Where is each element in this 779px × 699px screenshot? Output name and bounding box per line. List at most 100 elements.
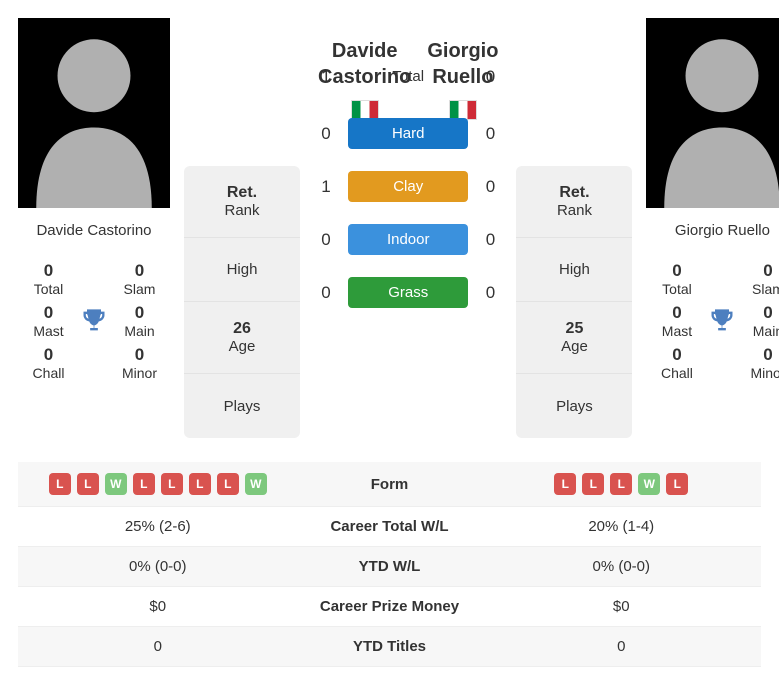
ytd-wl-p2: 0% (0-0) [490, 558, 754, 575]
p1-high-label: High [188, 261, 296, 278]
form-badge: L [610, 473, 632, 495]
p2-age-label: Age [520, 338, 628, 355]
ytd-titles-label: YTD Titles [290, 638, 490, 655]
form-badge: L [189, 473, 211, 495]
player1-form: LLWLLLLW [26, 473, 290, 495]
form-badge: L [49, 473, 71, 495]
h2h-grass-p2: 0 [478, 283, 502, 303]
p2-main-lab: Main [741, 323, 779, 339]
stats-table: LLWLLLLW Form LLLWL 25% (2-6) Career Tot… [18, 462, 761, 667]
p1-first: Davide [332, 40, 398, 62]
player2-rank-column: Ret.Rank High 25Age Plays [516, 18, 632, 438]
p2-high-label: High [520, 261, 628, 278]
form-badge: L [554, 473, 576, 495]
p1-main-val: 0 [113, 303, 166, 323]
p1-age-val: 26 [188, 320, 296, 338]
p2-slam-val: 0 [741, 261, 779, 281]
trophy-icon [708, 307, 736, 335]
flag-italy-icon [449, 100, 477, 120]
h2h-clay-p1: 1 [314, 177, 338, 197]
stats-form-label: Form [290, 476, 490, 493]
trophy-icon [80, 307, 108, 335]
form-badge: L [666, 473, 688, 495]
silhouette-icon [646, 18, 779, 208]
p2-total-val: 0 [650, 261, 703, 281]
form-badge: L [161, 473, 183, 495]
p1-rank-status: Ret. [188, 184, 296, 202]
players-top-grid: Davide Castorino 0Total 0Slam 0Mast 0Mai… [18, 18, 761, 438]
p2-plays-label: Plays [520, 398, 628, 415]
player2-card: Giorgio Ruello 0Total 0Slam 0Mast 0Main … [646, 18, 779, 381]
form-badge: L [77, 473, 99, 495]
p2-minor-lab: Minor [741, 365, 779, 381]
h2h-grass-label[interactable]: Grass [348, 277, 468, 308]
h2h-indoor-p2: 0 [478, 230, 502, 250]
ytd-titles-p1: 0 [26, 638, 290, 655]
h2h-indoor-p1: 0 [314, 230, 338, 250]
player1-photo [18, 18, 170, 208]
h2h-clay-label[interactable]: Clay [348, 171, 468, 202]
p2-chall-val: 0 [650, 345, 703, 365]
h2h-indoor-label[interactable]: Indoor [348, 224, 468, 255]
player1-name-under-photo: Davide Castorino [18, 208, 170, 253]
player1-titles: 0Total 0Slam 0Mast 0Main 0Chall 0Minor [18, 253, 170, 381]
p1-minor-lab: Minor [113, 365, 166, 381]
silhouette-icon [18, 18, 170, 208]
p2-rank-status: Ret. [520, 184, 628, 202]
player2-titles: 0Total 0Slam 0Mast 0Main 0Chall 0Minor [646, 253, 779, 381]
ytd-titles-p2: 0 [490, 638, 754, 655]
h2h-grass-p1: 0 [314, 283, 338, 303]
form-badge: W [105, 473, 127, 495]
flag-italy-icon [351, 100, 379, 120]
career-wl-label: Career Total W/L [290, 518, 490, 535]
h2h-hard-p2: 0 [478, 124, 502, 144]
player2-name-under-photo: Giorgio Ruello [646, 208, 779, 253]
ytd-wl-p1: 0% (0-0) [26, 558, 290, 575]
h2h-hard-p1: 0 [314, 124, 338, 144]
p1-total-val: 0 [22, 261, 75, 281]
p1-mast-lab: Mast [22, 323, 75, 339]
h2h-clay-p2: 0 [478, 177, 502, 197]
p1-chall-lab: Chall [22, 365, 75, 381]
p2-mast-lab: Mast [650, 323, 703, 339]
player1-rank-column: Ret.Rank High 26Age Plays [184, 18, 300, 438]
form-badge: L [133, 473, 155, 495]
ytd-wl-label: YTD W/L [290, 558, 490, 575]
p2-chall-lab: Chall [650, 365, 703, 381]
p1-minor-val: 0 [113, 345, 166, 365]
p2-total-lab: Total [650, 281, 703, 297]
h2h-total-p2: 0 [478, 67, 502, 87]
p1-slam-lab: Slam [113, 281, 166, 297]
player1-card: Davide Castorino 0Total 0Slam 0Mast 0Mai… [18, 18, 170, 381]
h2h-hard-label[interactable]: Hard [348, 118, 468, 149]
prize-label: Career Prize Money [290, 598, 490, 615]
p1-main-lab: Main [113, 323, 166, 339]
p2-slam-lab: Slam [741, 281, 779, 297]
p1-rank-label: Rank [188, 202, 296, 219]
form-badge: L [217, 473, 239, 495]
p2-minor-val: 0 [741, 345, 779, 365]
p2-age-val: 25 [520, 320, 628, 338]
h2h-total-label: Total [348, 61, 468, 92]
career-wl-p1: 25% (2-6) [26, 518, 290, 535]
prize-p2: $0 [490, 598, 754, 615]
p1-age-label: Age [188, 338, 296, 355]
form-badge: L [582, 473, 604, 495]
player2-form: LLLWL [490, 473, 754, 495]
form-badge: W [245, 473, 267, 495]
h2h-total-p1: 1 [314, 67, 338, 87]
p2-main-val: 0 [741, 303, 779, 323]
p1-plays-label: Plays [188, 398, 296, 415]
p2-rank-label: Rank [520, 202, 628, 219]
career-wl-p2: 20% (1-4) [490, 518, 754, 535]
p1-total-lab: Total [22, 281, 75, 297]
p2-first: Giorgio [427, 40, 498, 62]
p1-slam-val: 0 [113, 261, 166, 281]
p2-mast-val: 0 [650, 303, 703, 323]
p1-chall-val: 0 [22, 345, 75, 365]
player2-photo [646, 18, 779, 208]
prize-p1: $0 [26, 598, 290, 615]
center-column: DavideCastorino GiorgioRuello 1 Total 0 … [314, 18, 502, 330]
form-badge: W [638, 473, 660, 495]
p1-mast-val: 0 [22, 303, 75, 323]
